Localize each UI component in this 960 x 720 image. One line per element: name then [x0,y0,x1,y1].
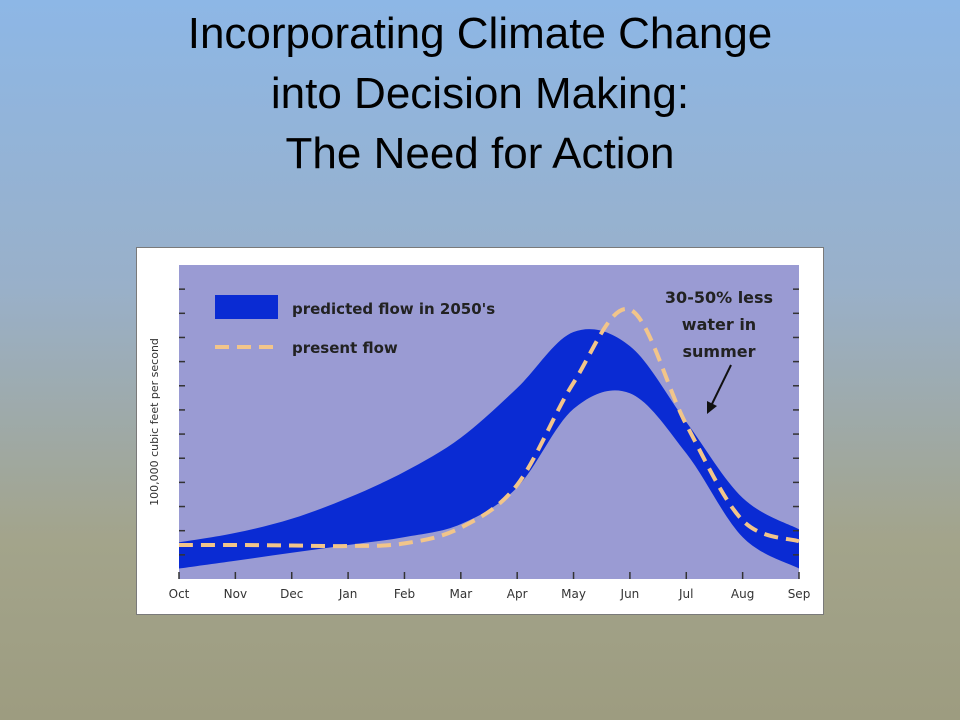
x-tick-label: Sep [788,587,811,601]
x-tick-label: May [561,587,586,601]
legend: predicted flow in 2050's present flow [215,295,495,357]
series-predicted-band [179,329,799,569]
annotation-line-2: water in [682,315,756,334]
x-tick-label: Mar [449,587,472,601]
series-present-line [178,306,800,549]
legend-label-predicted: predicted flow in 2050's [292,300,495,318]
title-line-3: The Need for Action [285,129,675,178]
legend-label-present: present flow [292,339,398,357]
x-tick-label: Jan [338,587,358,601]
x-tick-label: Dec [280,587,303,601]
flow-chart: Oct Nov Dec Jan Feb Mar Apr May Jun Jul Aug Sep 100… [148,265,811,601]
slide-title: Incorporating Climate Change into Decisi… [0,4,960,184]
annotation-line-1: 30-50% less [665,288,773,307]
x-tick-label: Apr [507,587,528,601]
chart-frame: Oct Nov Dec Jan Feb Mar Apr May Jun Jul Aug Sep 100… [136,247,824,615]
annotation-arrow [710,364,732,407]
title-line-1: Incorporating Climate Change [187,9,773,58]
legend-swatch-predicted [215,295,278,319]
annotation: 30-50% less water in summer [665,288,773,414]
x-tick-label: Nov [224,587,247,601]
x-tick-label: Aug [731,587,754,601]
x-tick-label: Jun [620,587,640,601]
annotation-arrowhead [707,401,717,414]
y-axis-label: 100,000 cubic feet per second [148,338,161,506]
x-tick-label: Feb [394,587,415,601]
annotation-line-3: summer [683,342,756,361]
title-line-2: into Decision Making: [270,69,690,118]
x-tick-label: Oct [169,587,190,601]
x-tick-label: Jul [678,587,693,601]
